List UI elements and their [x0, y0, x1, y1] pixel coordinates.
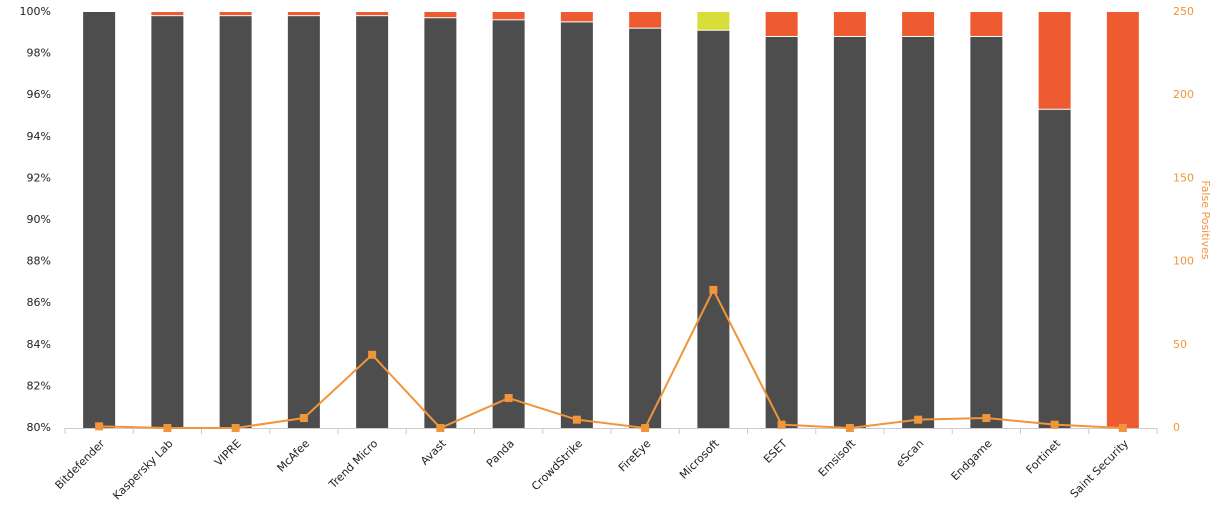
bar-segment [765, 36, 798, 429]
bar-segment [287, 16, 320, 428]
x-tick-label: Bitdefender [53, 437, 108, 492]
x-tick-label: VIPRE [212, 437, 244, 469]
y-tick-label: 100% [20, 5, 51, 18]
line-marker [231, 424, 240, 432]
bar-segment [151, 16, 184, 428]
bar-segment [151, 12, 184, 16]
line-marker [1118, 424, 1127, 432]
y2-tick-label: 50 [1173, 338, 1187, 351]
y2-tick-label: 200 [1173, 88, 1194, 101]
y2-axis-title: False Positives [1199, 180, 1212, 260]
line-marker [299, 414, 308, 423]
bar-segment [629, 28, 662, 428]
line-marker [436, 424, 445, 432]
y2-tick-label: 150 [1173, 171, 1194, 184]
y-tick-label: 84% [27, 338, 51, 351]
y-tick-label: 96% [27, 88, 51, 101]
bar-segment [697, 12, 730, 30]
y-tick-label: 94% [27, 130, 51, 143]
x-tick-label: FireEye [616, 437, 654, 475]
line-marker [982, 414, 991, 423]
bar-segment [902, 36, 935, 429]
bar-segment [356, 16, 389, 428]
bar-segment [356, 12, 389, 16]
bar-segment [83, 12, 116, 428]
bar-segment [833, 12, 866, 36]
y-tick-label: 90% [27, 213, 51, 226]
bar-segment [697, 30, 730, 428]
x-tick-label: Kaspersky Lab [110, 437, 175, 502]
bar-segment [287, 12, 320, 16]
line-marker [163, 424, 172, 432]
y-tick-label: 92% [27, 171, 51, 184]
line-marker [504, 394, 513, 403]
bar-segment [560, 12, 593, 22]
line-marker [709, 285, 718, 294]
y-tick-label: 88% [27, 255, 51, 268]
x-tick-label: McAfee [275, 437, 313, 475]
line-series [99, 287, 1123, 430]
x-tick-label: Endgame [949, 437, 995, 483]
x-tick-label: ESET [761, 437, 790, 466]
bar-segment [902, 12, 935, 36]
x-tick-label: Fortinet [1024, 437, 1064, 477]
y2-tick-label: 100 [1173, 255, 1194, 268]
bar-segment [424, 18, 457, 429]
line-marker [572, 415, 581, 424]
line-marker [845, 424, 854, 432]
bar-segment [492, 20, 525, 428]
x-tick-label: Avast [418, 437, 449, 468]
y-tick-label: 80% [27, 421, 51, 434]
bar-segment [629, 12, 662, 28]
y2-tick-label: 250 [1173, 5, 1194, 18]
x-tick-label: CrowdStrike [529, 437, 585, 493]
bar-segment [219, 16, 252, 428]
line-marker [1050, 420, 1059, 429]
x-tick-label: eScan [893, 437, 926, 470]
bar-segment [219, 12, 252, 16]
x-tick-label: Saint Security [1068, 437, 1132, 501]
bar-segment [1038, 109, 1071, 428]
bar-segment [492, 12, 525, 20]
bar-segment [970, 36, 1003, 429]
line-marker [914, 415, 923, 424]
bar-segment [1038, 12, 1071, 109]
x-tick-label: Panda [484, 437, 517, 470]
y2-tick-label: 0 [1173, 421, 1180, 434]
line-marker [777, 420, 786, 429]
x-tick-label: Trend Micro [326, 437, 381, 492]
bar-segment [833, 36, 866, 429]
bar-segment [560, 22, 593, 429]
bar-segment [970, 12, 1003, 36]
bar-segment [424, 12, 457, 18]
bar-segment [765, 12, 798, 36]
line-marker [641, 424, 650, 432]
bar-segment [1106, 12, 1139, 428]
y-tick-label: 82% [27, 379, 51, 392]
line-marker [368, 350, 377, 359]
y-tick-label: 98% [27, 47, 51, 60]
y-tick-label: 86% [27, 296, 51, 309]
x-tick-label: Emsisoft [816, 437, 859, 480]
line-marker [95, 422, 104, 431]
x-tick-label: Microsoft [677, 437, 722, 482]
